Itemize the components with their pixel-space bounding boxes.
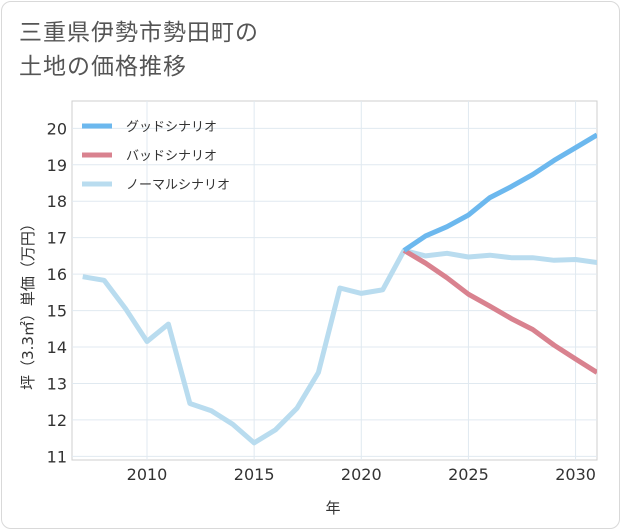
x-tick-label: 2025 (448, 465, 489, 484)
axis-ticks: 11 12 13 14 15 16 17 18 19 20 2010 2015 2020 2025 2030 (47, 119, 596, 484)
x-tick-label: 2015 (234, 465, 275, 484)
y-tick-label: 13 (47, 374, 67, 393)
x-tick-label: 2020 (341, 465, 382, 484)
series-line-2 (402, 248, 597, 375)
y-tick-label: 18 (47, 192, 67, 211)
series-lines (82, 132, 597, 446)
legend-item-1[interactable]: グッドシナリオ (82, 120, 217, 135)
legend-item-2[interactable]: バッドシナリオ (82, 149, 217, 164)
chart-title-line1: 三重県伊勢市勢田町の (19, 20, 259, 46)
x-tick-label: 2030 (555, 465, 596, 484)
y-tick-label: 17 (47, 229, 67, 248)
grid (72, 101, 597, 460)
chart-title: 三重県伊勢市勢田町の 土地の価格推移 (19, 16, 259, 84)
y-tick-label: 16 (47, 265, 67, 284)
plot-area (71, 100, 598, 461)
x-tick-label: 2010 (127, 465, 168, 484)
series-line-3 (82, 247, 597, 446)
y-axis-label: 坪（3.3㎡）単価（万円） (19, 216, 37, 390)
y-tick-label: 15 (47, 302, 67, 321)
chart-title-line2: 土地の価格推移 (19, 54, 187, 80)
y-tick-label: 19 (47, 156, 67, 175)
y-tick-label: 12 (47, 411, 67, 430)
series-line-1 (402, 132, 597, 253)
y-tick-label: 14 (47, 338, 67, 357)
x-axis-label: 年 (325, 499, 340, 517)
legend-label: バッドシナリオ (126, 149, 217, 164)
y-tick-label: 11 (47, 447, 67, 466)
legend-label: グッドシナリオ (126, 120, 217, 135)
y-tick-label: 20 (47, 119, 67, 138)
legend-item-3[interactable]: ノーマルシナリオ (82, 178, 230, 193)
legend-label: ノーマルシナリオ (126, 178, 230, 193)
